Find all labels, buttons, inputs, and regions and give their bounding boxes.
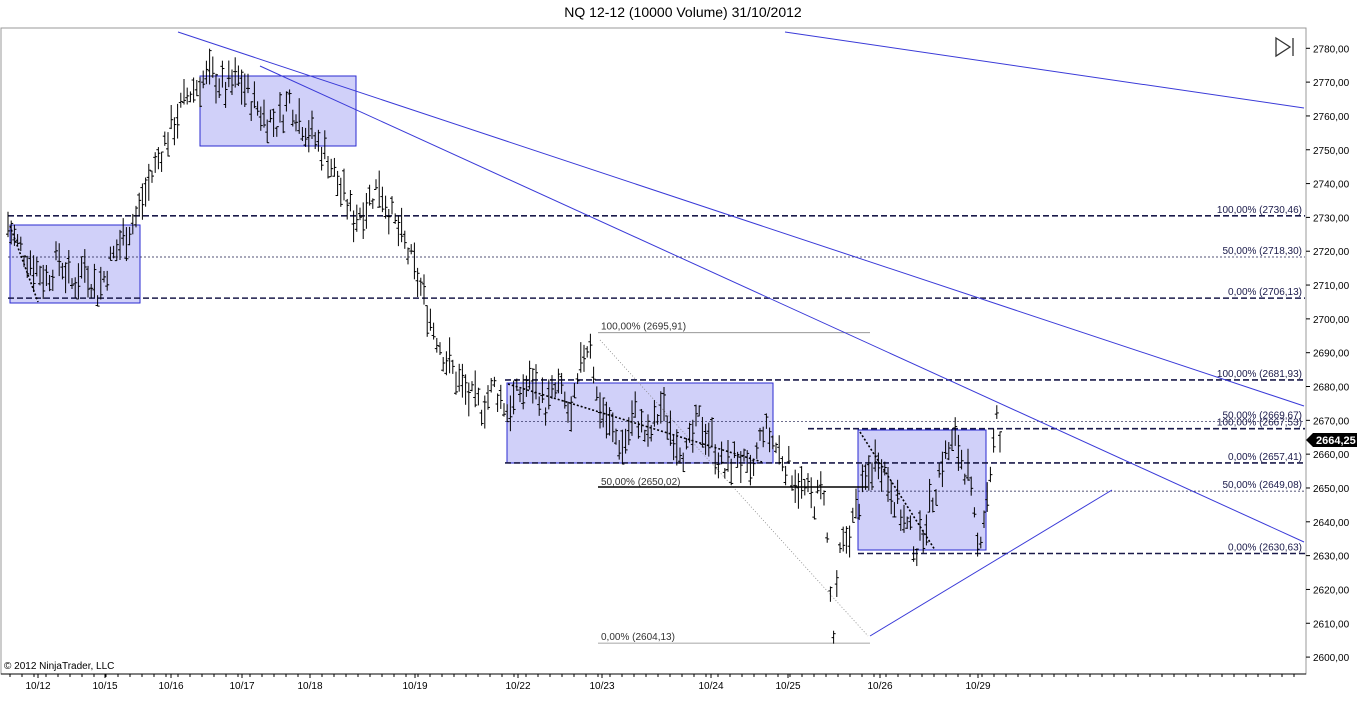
x-tick-label: 10/18 xyxy=(297,681,322,692)
level-label: 100,00% (2730,46) xyxy=(1217,205,1302,216)
x-tick-label: 10/29 xyxy=(965,681,990,692)
y-tick-label: 2770,00 xyxy=(1313,78,1350,89)
y-tick-label: 2660,00 xyxy=(1313,450,1350,461)
fib-left: 100,00% (2695,91) 50,00% (2650,02) 0,00% (… xyxy=(598,322,870,644)
trendline-2 xyxy=(259,65,1305,543)
ohlc-bars xyxy=(6,48,1002,644)
y-tick-label: 2650,00 xyxy=(1313,484,1350,495)
x-tick-label: 10/24 xyxy=(698,681,723,692)
y-tick-label: 2750,00 xyxy=(1313,146,1350,157)
y-tick-label: 2700,00 xyxy=(1313,315,1350,326)
y-tick-label: 2690,00 xyxy=(1313,349,1350,360)
range-box-3 xyxy=(506,382,774,464)
fib-label: 0,00% (2604,13) xyxy=(601,632,675,643)
x-tick-label: 10/19 xyxy=(402,681,427,692)
fib-label: 50,00% (2650,02) xyxy=(601,477,681,488)
x-tick-label: 10/26 xyxy=(867,681,892,692)
level-label: 50,00% (2649,08) xyxy=(1222,480,1302,491)
range-box-4 xyxy=(857,429,987,551)
fib-diagonal xyxy=(599,339,869,637)
y-tick-label: 2780,00 xyxy=(1313,44,1350,55)
y-tick-label: 2640,00 xyxy=(1313,518,1350,529)
level-label: 0,00% (2706,13) xyxy=(1228,287,1302,298)
y-tick-label: 2730,00 xyxy=(1313,213,1350,224)
y-tick-label: 2610,00 xyxy=(1313,619,1350,630)
y-tick-label: 2760,00 xyxy=(1313,112,1350,123)
level-label: 0,00% (2630,63) xyxy=(1228,542,1302,553)
trendline-3 xyxy=(784,31,1305,109)
y-tick-label: 2680,00 xyxy=(1313,383,1350,394)
x-tick-label: 10/15 xyxy=(92,681,117,692)
y-tick-label: 2630,00 xyxy=(1313,552,1350,563)
y-tick-label: 2600,00 xyxy=(1313,653,1350,664)
trendline-4 xyxy=(869,489,1113,637)
level-label: 0,00% (2657,41) xyxy=(1228,452,1302,463)
y-tick-label: 2710,00 xyxy=(1313,281,1350,292)
y-tick-label: 2670,00 xyxy=(1313,416,1350,427)
x-tick-label: 10/12 xyxy=(25,681,50,692)
plot-frame xyxy=(0,27,1307,675)
last-price-label: 2664,25 xyxy=(1316,435,1356,447)
level-label: 100,00% (2667,53) xyxy=(1217,418,1302,429)
last-price-marker xyxy=(1306,433,1357,447)
range-box-2 xyxy=(199,75,357,147)
play-pause-icon[interactable] xyxy=(1275,36,1294,58)
trendline-1 xyxy=(177,31,1305,407)
x-tick-label: 10/17 xyxy=(229,681,254,692)
level-label: 100,00% (2681,93) xyxy=(1217,369,1302,380)
chart-title: NQ 12-12 (10000 Volume) 31/10/2012 xyxy=(564,4,802,20)
level-label: 50,00% (2718,30) xyxy=(1222,246,1302,257)
copyright-label: © 2012 NinjaTrader, LLC xyxy=(4,661,114,672)
y-tick-label: 2620,00 xyxy=(1313,585,1350,596)
x-tick-label: 10/22 xyxy=(505,681,530,692)
level-label: 50,00% (2669,67) xyxy=(1222,410,1302,421)
x-axis: 10/12 10/15 10/16 10/17 10/18 10/19 10/22 10/23… xyxy=(1,673,1306,692)
fib-label: 100,00% (2695,91) xyxy=(601,322,686,333)
y-tick-label: 2740,00 xyxy=(1313,180,1350,191)
x-tick-label: 10/23 xyxy=(589,681,614,692)
y-axis: 2600,00 2610,00 2620,00 2630,00 2640,00 2650,… xyxy=(1306,44,1350,664)
level-lines: 100,00% (2730,46) 50,00% (2718,30) 0,00% (… xyxy=(8,205,1305,555)
x-tick-label: 10/25 xyxy=(775,681,800,692)
swing-dotted-2 xyxy=(507,383,763,463)
y-tick-label: 2720,00 xyxy=(1313,247,1350,258)
x-tick-label: 10/16 xyxy=(158,681,183,692)
